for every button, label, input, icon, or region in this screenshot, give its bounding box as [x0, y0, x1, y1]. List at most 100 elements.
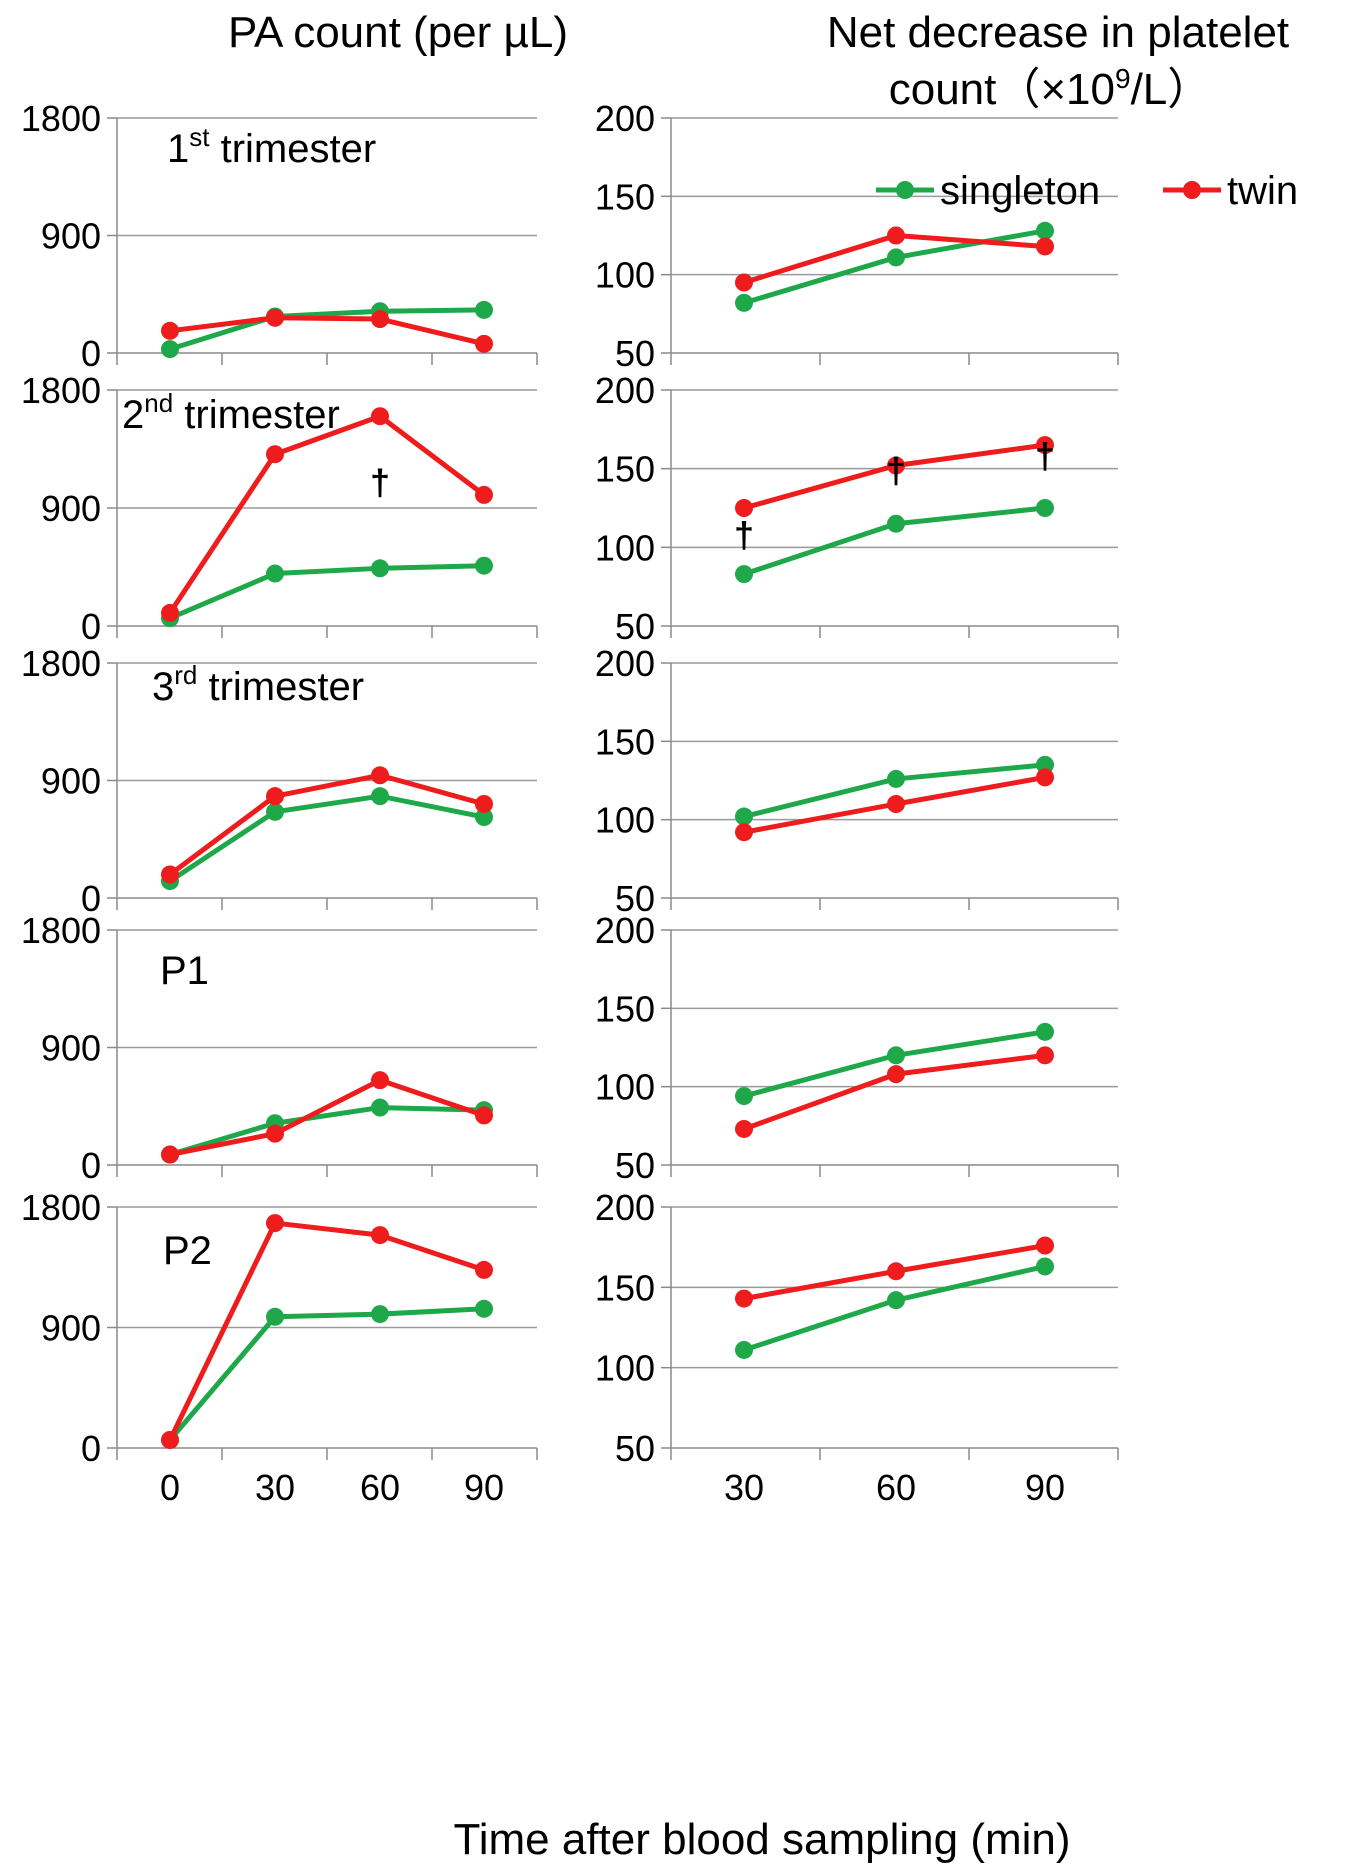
data-point-singleton — [266, 564, 284, 583]
x-axis-label: Time after blood sampling (min) — [453, 1815, 1070, 1864]
data-point-singleton — [735, 293, 753, 312]
data-point-twin — [1036, 1046, 1054, 1065]
data-point-twin — [266, 1214, 284, 1233]
series-line-singleton — [168, 793, 485, 884]
x-tick-label: 90 — [464, 1467, 504, 1508]
data-point-twin — [475, 1260, 493, 1279]
y-tick-label: 200 — [595, 98, 655, 139]
y-tick-label: 100 — [595, 255, 655, 296]
y-tick-label: 1800 — [21, 910, 101, 951]
y-tick-label: 900 — [41, 216, 101, 257]
data-point-singleton — [887, 1291, 905, 1310]
data-point-twin — [266, 445, 284, 464]
data-point-singleton — [1036, 221, 1054, 240]
y-tick-label: 50 — [615, 878, 655, 919]
legend-marker-singleton — [896, 181, 914, 199]
legend-label-singleton: singleton — [940, 169, 1100, 213]
y-tick-label: 100 — [595, 1067, 655, 1108]
chart-panel-pa-count-1: 0 900 1800 1st trimester — [21, 98, 538, 374]
data-point-twin — [887, 226, 905, 245]
chart-panel-net-decrease-4: 50 100 150 200 — [595, 910, 1119, 1186]
y-tick-label: 200 — [595, 643, 655, 684]
series-line-singleton — [169, 563, 485, 621]
left-column-title: PA count (per µL) — [228, 8, 568, 57]
data-point-singleton — [887, 248, 905, 267]
data-point-twin — [475, 1106, 493, 1125]
series-line-twin — [167, 413, 486, 615]
data-point-twin — [1036, 237, 1054, 256]
panel-label: P1 — [160, 949, 209, 993]
y-tick-label: 50 — [615, 1428, 655, 1469]
legend-label-twin: twin — [1227, 169, 1298, 213]
data-point-twin — [161, 1430, 179, 1449]
series-line-twin — [169, 1077, 485, 1158]
y-tick-label: 1800 — [21, 370, 101, 411]
panel-label: 1st trimester — [167, 122, 376, 171]
data-point-twin — [735, 823, 753, 842]
series-line-twin — [167, 1220, 485, 1442]
x-tick-label: 0 — [160, 1467, 180, 1508]
data-point-twin — [1036, 768, 1054, 787]
y-tick-label: 100 — [595, 800, 655, 841]
data-point-singleton — [161, 340, 179, 359]
data-point-twin — [371, 1226, 389, 1245]
data-point-twin — [266, 1124, 284, 1143]
panel-label: 2nd trimester — [122, 388, 340, 437]
data-point-twin — [266, 787, 284, 806]
data-point-singleton — [735, 1087, 753, 1106]
data-point-singleton — [475, 1299, 493, 1318]
series-line-twin — [168, 772, 485, 877]
y-tick-label: 900 — [41, 1028, 101, 1069]
data-point-twin — [371, 766, 389, 785]
chart-panel-pa-count-3: 0 900 1800 3rd trimester — [21, 643, 538, 919]
data-point-twin — [475, 334, 493, 353]
y-tick-label: 0 — [81, 606, 101, 647]
panel-label: P2 — [163, 1229, 212, 1273]
data-point-twin — [161, 865, 179, 884]
chart-panel-net-decrease-2: 50 100 150 200 † † † — [595, 370, 1119, 647]
x-tick-label: 60 — [360, 1467, 400, 1508]
x-tick-label: 60 — [876, 1467, 916, 1508]
y-tick-label: 50 — [615, 1145, 655, 1186]
data-point-singleton — [1036, 1022, 1054, 1041]
y-tick-label: 150 — [595, 449, 655, 490]
data-point-singleton — [1036, 1257, 1054, 1276]
data-point-twin — [887, 1065, 905, 1084]
data-point-twin — [735, 1289, 753, 1308]
data-point-twin — [161, 1145, 179, 1164]
x-tick-label: 30 — [255, 1467, 295, 1508]
data-point-singleton — [887, 1046, 905, 1065]
chart-panels: 0 900 1800 1st trimester 0 900 1800 2nd trimest… — [21, 98, 1298, 1508]
data-point-twin — [1036, 436, 1054, 455]
data-point-singleton — [371, 787, 389, 806]
x-tick-label: 90 — [1025, 1467, 1065, 1508]
data-point-singleton — [887, 769, 905, 788]
chart-panel-pa-count-4: 0 900 1800 P1 — [21, 910, 538, 1186]
y-tick-label: 1800 — [21, 643, 101, 684]
x-tick-label: 30 — [724, 1467, 764, 1508]
data-point-twin — [161, 603, 179, 622]
y-tick-label: 200 — [595, 370, 655, 411]
data-point-twin — [735, 1119, 753, 1138]
data-point-twin — [887, 456, 905, 475]
y-tick-label: 100 — [595, 527, 655, 568]
y-tick-label: 150 — [595, 721, 655, 762]
y-tick-label: 1800 — [21, 98, 101, 139]
y-tick-label: 900 — [41, 1308, 101, 1349]
chart-panel-net-decrease-1: 50 100 150 200 singleton twin — [595, 98, 1298, 374]
chart-panel-net-decrease-5: 50 100 150 200 30 60 90 — [595, 1187, 1119, 1508]
data-point-twin — [266, 308, 284, 327]
data-point-twin — [475, 485, 493, 504]
data-point-singleton — [371, 1305, 389, 1324]
data-point-singleton — [475, 556, 493, 575]
data-point-singleton — [735, 565, 753, 584]
legend-marker-twin — [1183, 181, 1201, 199]
y-tick-label: 150 — [595, 988, 655, 1029]
data-point-singleton — [735, 807, 753, 826]
y-tick-label: 50 — [615, 333, 655, 374]
data-point-twin — [371, 310, 389, 329]
chart-panel-pa-count-2: 0 900 1800 2nd trimester † — [21, 370, 538, 647]
y-tick-label: 1800 — [21, 1187, 101, 1228]
data-point-twin — [735, 499, 753, 517]
